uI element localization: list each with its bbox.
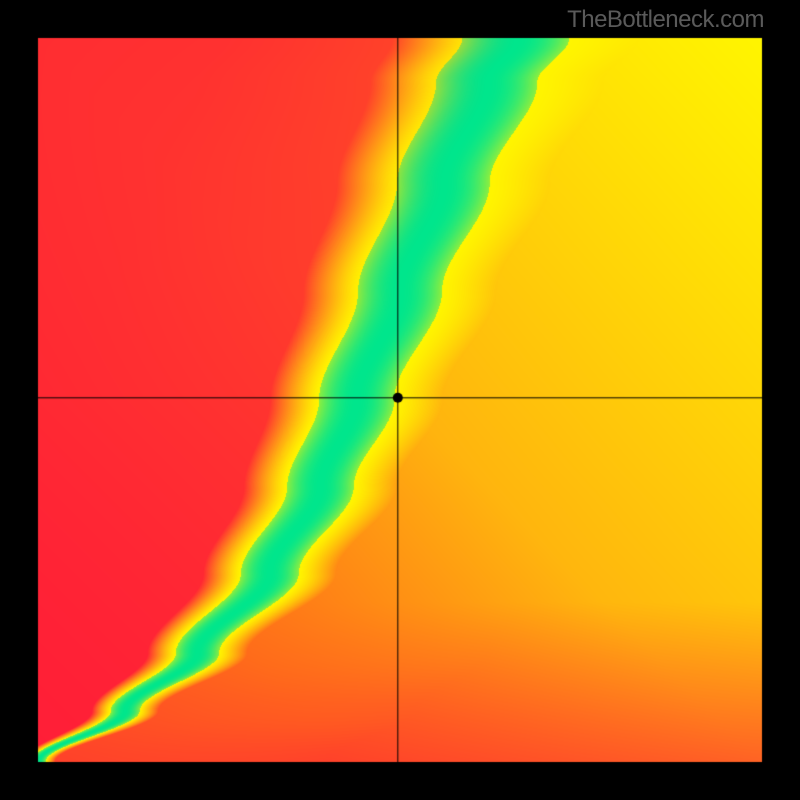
watermark-text: TheBottleneck.com (567, 6, 764, 34)
chart-container: TheBottleneck.com (0, 0, 800, 800)
bottleneck-heatmap (0, 0, 800, 800)
